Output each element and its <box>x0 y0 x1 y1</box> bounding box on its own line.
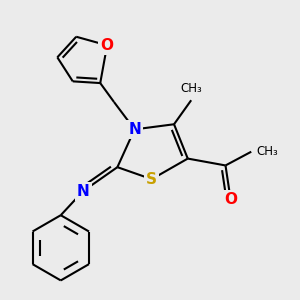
Text: CH₃: CH₃ <box>180 82 202 95</box>
Text: CH₃: CH₃ <box>256 145 278 158</box>
Text: N: N <box>128 122 141 137</box>
Text: N: N <box>77 184 89 199</box>
Text: S: S <box>146 172 157 187</box>
Text: O: O <box>224 192 237 207</box>
Text: O: O <box>100 38 114 53</box>
